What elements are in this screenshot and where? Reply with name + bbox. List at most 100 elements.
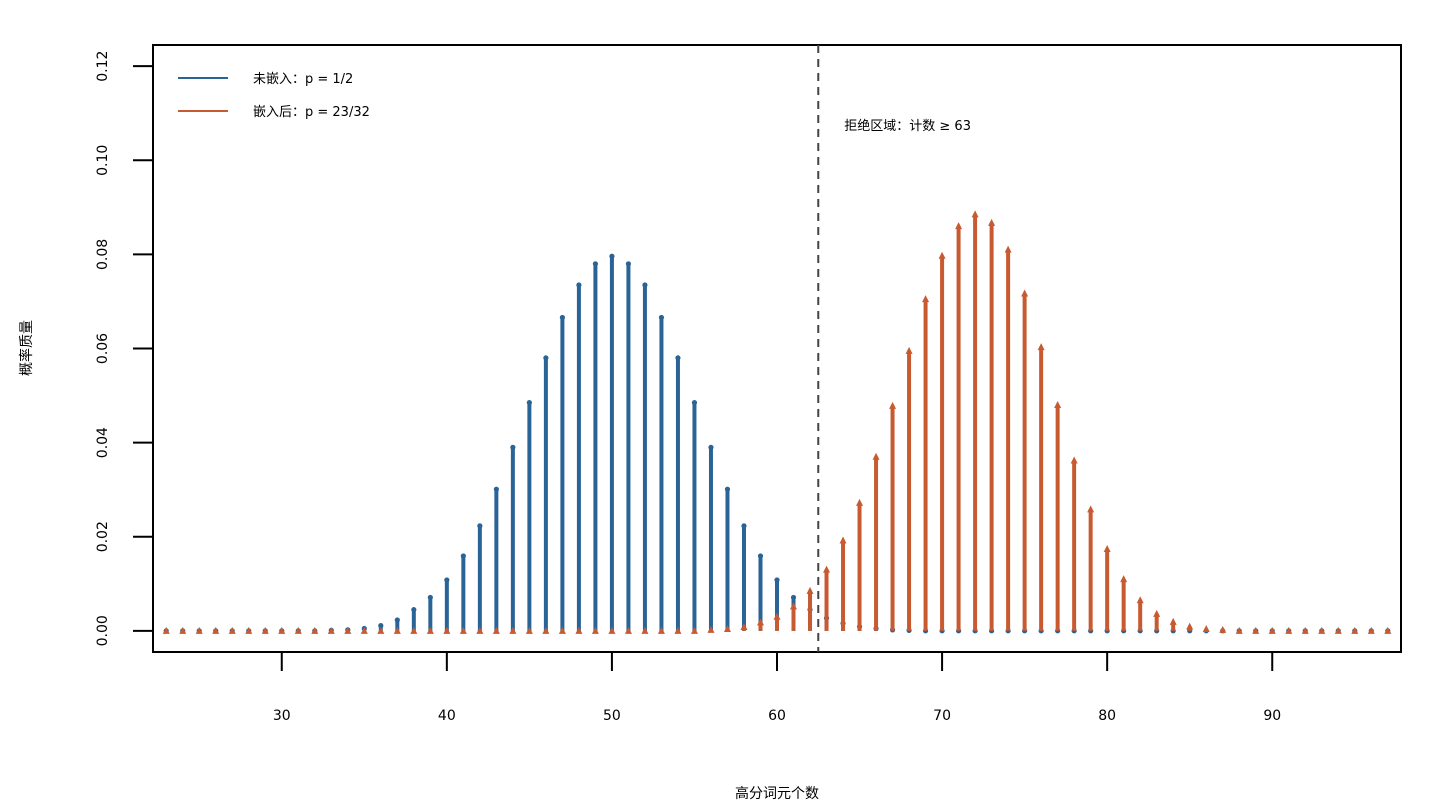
data-point bbox=[360, 626, 368, 634]
data-point bbox=[790, 594, 797, 601]
data-point bbox=[1103, 544, 1111, 552]
data-point bbox=[1169, 617, 1177, 625]
y-tick-label: 0.00 bbox=[95, 615, 111, 646]
data-point bbox=[459, 626, 467, 634]
data-point bbox=[624, 626, 632, 634]
data-point bbox=[690, 626, 698, 634]
rejection-region-annotation: 拒绝区域：计数 ≥ 63 bbox=[844, 118, 971, 134]
y-tick-label: 0.06 bbox=[95, 333, 111, 364]
data-point bbox=[938, 251, 946, 259]
data-point bbox=[774, 577, 780, 583]
data-point bbox=[444, 577, 450, 583]
data-point bbox=[344, 626, 352, 634]
data-point bbox=[1268, 626, 1276, 634]
x-tick-label: 90 bbox=[1263, 708, 1281, 724]
data-point bbox=[543, 355, 549, 361]
data-point bbox=[476, 626, 484, 634]
data-point bbox=[657, 626, 665, 634]
data-point bbox=[641, 626, 649, 634]
data-point bbox=[443, 626, 451, 634]
y-tick-label: 0.04 bbox=[95, 427, 111, 458]
data-point bbox=[393, 626, 401, 634]
data-point bbox=[955, 222, 963, 230]
data-point bbox=[691, 400, 698, 406]
data-point bbox=[558, 626, 566, 634]
data-point bbox=[592, 261, 599, 267]
data-point bbox=[741, 523, 747, 529]
x-tick-label: 50 bbox=[603, 708, 621, 724]
data-point bbox=[1120, 575, 1128, 583]
data-point bbox=[327, 626, 335, 634]
data-point bbox=[542, 626, 550, 634]
data-point bbox=[311, 626, 319, 634]
data-point bbox=[1070, 456, 1078, 464]
data-point bbox=[427, 594, 433, 601]
legend-label-unembedded: 未嵌入：p = 1/2 bbox=[253, 72, 353, 87]
data-point bbox=[492, 626, 500, 634]
data-point bbox=[394, 617, 400, 623]
data-point bbox=[1334, 626, 1342, 634]
series-embedded bbox=[162, 210, 1392, 634]
data-point bbox=[1367, 626, 1375, 634]
data-point bbox=[988, 218, 996, 226]
x-tick-label: 80 bbox=[1098, 708, 1116, 724]
data-point bbox=[1153, 609, 1161, 617]
data-point bbox=[195, 626, 203, 634]
data-point bbox=[1004, 245, 1012, 253]
data-point bbox=[179, 626, 187, 634]
data-point bbox=[245, 626, 253, 634]
data-point bbox=[525, 626, 533, 634]
data-point bbox=[1054, 400, 1062, 408]
x-tick-label: 70 bbox=[933, 708, 951, 724]
data-point bbox=[609, 253, 615, 259]
data-point bbox=[1235, 626, 1243, 634]
data-point bbox=[426, 626, 434, 634]
data-point bbox=[856, 498, 864, 506]
y-tick-label: 0.02 bbox=[95, 521, 111, 552]
y-axis: 0.00 0.02 0.04 0.06 0.08 0.10 0.12 bbox=[95, 51, 153, 646]
data-point bbox=[493, 486, 499, 492]
data-point bbox=[1301, 626, 1309, 634]
data-point bbox=[708, 444, 714, 450]
data-point bbox=[756, 618, 764, 626]
y-axis-title: 概率质量 bbox=[18, 320, 35, 376]
data-point bbox=[460, 553, 466, 559]
data-point bbox=[674, 626, 682, 634]
data-point bbox=[278, 626, 286, 634]
data-point bbox=[971, 210, 979, 218]
data-point bbox=[228, 626, 236, 634]
y-tick-label: 0.08 bbox=[95, 239, 111, 270]
data-point bbox=[212, 626, 220, 634]
data-point bbox=[576, 282, 582, 288]
data-point bbox=[1136, 596, 1144, 604]
data-point bbox=[1186, 622, 1194, 630]
data-point bbox=[510, 444, 516, 450]
data-point bbox=[559, 314, 565, 321]
data-point bbox=[790, 602, 798, 610]
data-point bbox=[724, 486, 731, 492]
data-point bbox=[839, 536, 847, 544]
data-point bbox=[773, 612, 781, 620]
data-point bbox=[642, 282, 648, 288]
data-point bbox=[378, 623, 384, 629]
data-point bbox=[625, 261, 632, 267]
x-axis-title: 高分词元个数 bbox=[735, 785, 819, 802]
data-point bbox=[1219, 625, 1227, 633]
plot-frame bbox=[152, 44, 1402, 653]
data-point bbox=[162, 626, 170, 634]
y-tick-label: 0.10 bbox=[95, 145, 111, 176]
data-point bbox=[922, 295, 930, 303]
data-point bbox=[575, 626, 583, 634]
x-tick-label: 30 bbox=[273, 708, 291, 724]
data-point bbox=[757, 553, 764, 559]
data-point bbox=[1021, 289, 1029, 297]
data-point bbox=[1087, 505, 1095, 513]
data-point bbox=[806, 586, 814, 594]
data-point bbox=[526, 400, 532, 406]
data-point bbox=[658, 314, 665, 321]
data-point bbox=[1285, 626, 1293, 634]
data-point bbox=[509, 626, 517, 634]
legend: 未嵌入：p = 1/2 嵌入后：p = 23/32 bbox=[178, 72, 370, 120]
data-point bbox=[1037, 343, 1045, 351]
